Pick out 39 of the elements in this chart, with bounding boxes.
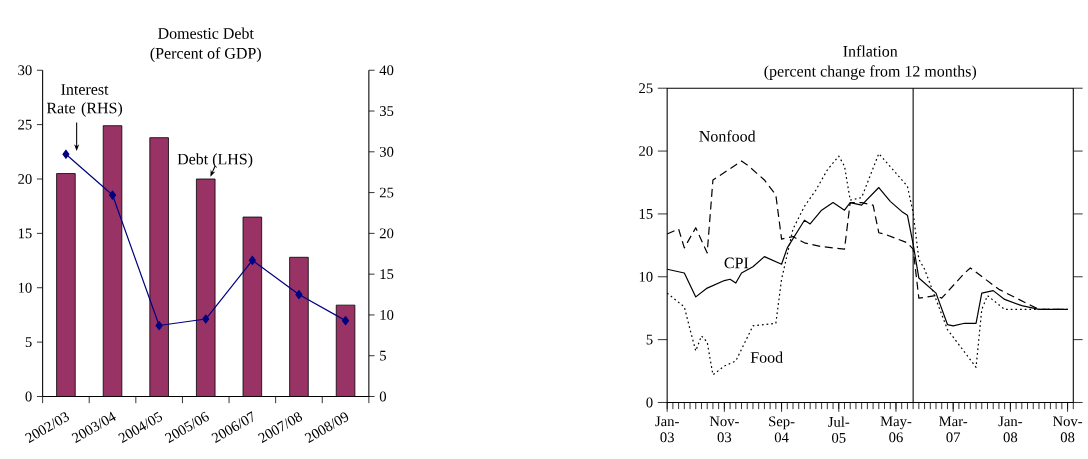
chart-title: Inflation: [843, 45, 898, 57]
y-tick-label: 5: [646, 334, 653, 345]
y2-tick-label: 35: [379, 105, 394, 116]
y2-tick-label: 20: [379, 228, 394, 239]
y2-tick-label: 25: [379, 187, 394, 198]
y-tick-label: 20: [18, 173, 32, 184]
series-label: Food: [750, 351, 783, 363]
x-tick-label: Jan-08: [998, 416, 1023, 443]
x-tick-label: Mar-07: [939, 416, 968, 443]
y-tick-label: 20: [639, 145, 653, 156]
y2-tick-label: 40: [379, 65, 394, 75]
y-tick-label: 0: [646, 397, 653, 408]
x-tick-label: Jul-05: [828, 416, 850, 443]
x-tick-label: Nov-03: [709, 416, 739, 443]
y-tick-label: 0: [25, 391, 32, 402]
y-tick-label: 25: [639, 83, 653, 93]
y2-tick-label: 5: [380, 350, 386, 361]
y-tick-label: 5: [25, 337, 32, 347]
y-tick-label: 10: [18, 282, 32, 293]
chart-title: Domestic Debt: [158, 27, 254, 39]
x-tick-label: Sep-04: [769, 416, 795, 443]
y2-tick-label: 15: [380, 269, 394, 279]
y-tick-label: 15: [639, 208, 653, 219]
text: Interest Rate (RHS): [46, 83, 123, 117]
y-tick-label: 10: [639, 271, 653, 282]
x-tick-label: Jan-03: [655, 416, 679, 443]
y-tick-label: 15: [18, 228, 32, 239]
chart-subtitle: (percent change from 12 months): [764, 65, 977, 80]
y-tick-label: 30: [18, 65, 32, 75]
series-label: CPI: [724, 257, 749, 269]
y-tick-label: 25: [18, 119, 32, 130]
chart-subtitle: (Percent of GDP): [150, 47, 261, 62]
y2-tick-label: 30: [379, 146, 394, 157]
x-tick-label: Nov-08: [1052, 416, 1083, 443]
series-label: Debt (LHS): [177, 153, 253, 168]
series-label: Nonfood: [699, 130, 756, 142]
x-tick-label: May-06: [880, 416, 912, 443]
y2-tick-label: 10: [380, 309, 394, 320]
y2-tick-label: 0: [379, 391, 387, 402]
